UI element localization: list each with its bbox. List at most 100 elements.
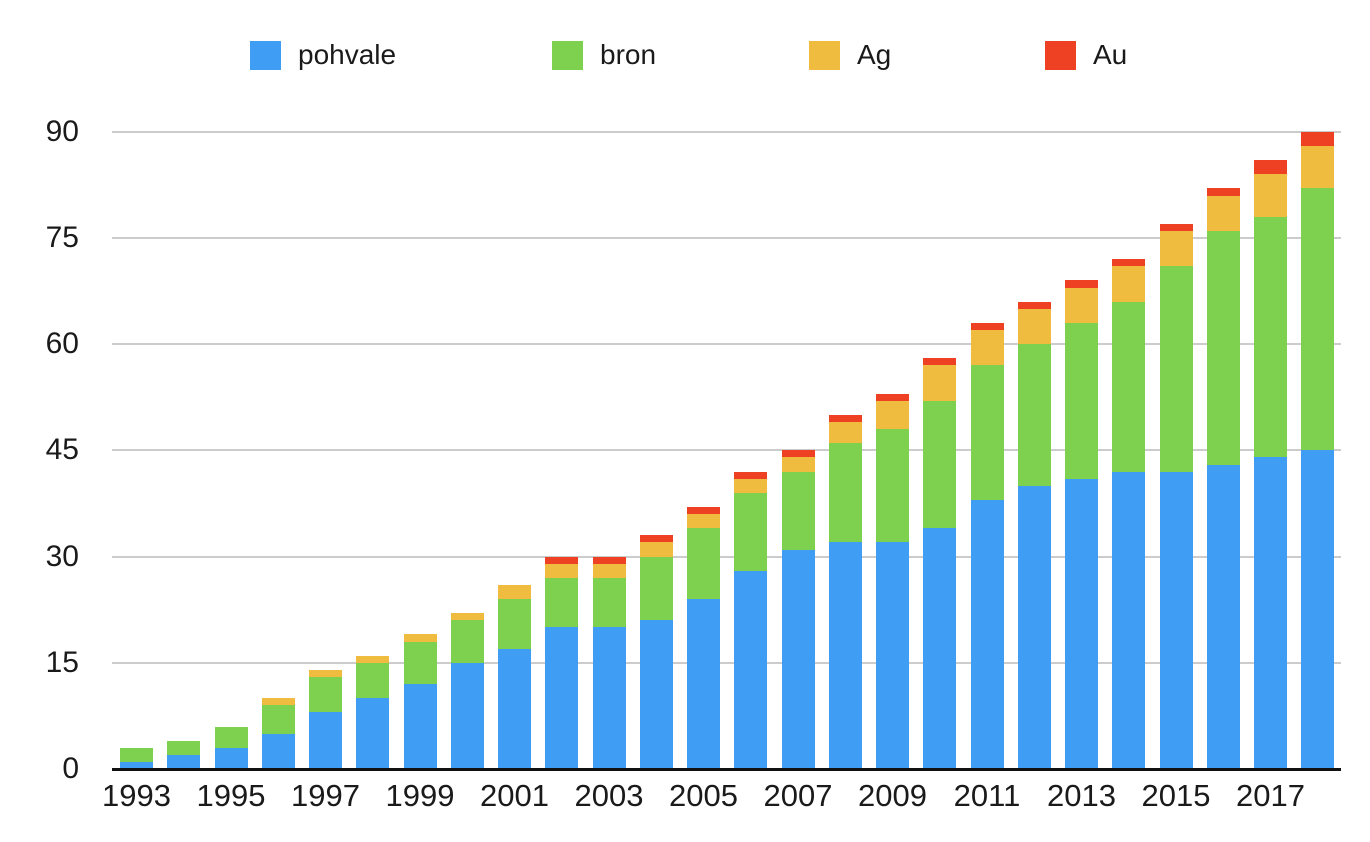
x-axis-label-1997: 1997 <box>291 778 360 813</box>
y-axis-label: 75 <box>45 221 79 254</box>
bar-segment-pohvale-2001 <box>498 648 531 769</box>
gridline-60 <box>112 343 1341 346</box>
bar-segment-pohvale-1999 <box>403 684 437 769</box>
bar-segment-pohvale-2013 <box>1065 478 1098 769</box>
bar-segment-bron-2010 <box>923 400 957 529</box>
bar-2005 <box>687 0 720 769</box>
bar-segment-pohvale-2002 <box>545 627 579 769</box>
legend-label-bron: bron <box>600 39 657 70</box>
legend: pohvale bron Ag Au <box>0 0 1370 80</box>
bar-segment-Ag-2001 <box>498 584 531 600</box>
y-axis-label: 30 <box>45 539 79 573</box>
bar-segment-Ag-2008 <box>828 422 862 444</box>
bar-segment-bron-2007 <box>781 471 815 550</box>
bar-2015 <box>1159 0 1193 769</box>
bar-segment-pohvale-2016 <box>1206 464 1240 769</box>
bar-segment-pohvale-2010 <box>923 528 957 769</box>
x-axis-label-2015: 2015 <box>1141 778 1211 813</box>
bar-2000 <box>450 0 484 769</box>
bar-2017 <box>1254 0 1287 769</box>
bar-2003 <box>592 0 626 769</box>
bar-segment-Au-2016 <box>1206 188 1240 196</box>
bar-1996 <box>261 0 295 769</box>
bar-segment-Au-2015 <box>1159 223 1193 231</box>
bar-segment-pohvale-2003 <box>592 627 626 769</box>
x-axis-label-2001: 2001 <box>480 778 549 813</box>
bar-2009 <box>876 0 909 769</box>
bar-segment-bron-1996 <box>261 705 295 734</box>
bar-segment-Ag-1997 <box>309 669 342 677</box>
legend-swatch-Ag <box>809 41 840 70</box>
bar-segment-bron-2014 <box>1112 301 1146 472</box>
bar-1993 <box>120 0 153 769</box>
bar-segment-Au-2012 <box>1017 301 1051 309</box>
x-axis-label-1999: 1999 <box>385 778 455 813</box>
bar-segment-pohvale-2012 <box>1017 485 1051 769</box>
bar-2011 <box>970 0 1004 769</box>
bar-segment-Ag-2015 <box>1159 230 1193 267</box>
bar-segment-Au-2013 <box>1065 280 1098 288</box>
bar-2018 <box>1301 0 1335 769</box>
bar-segment-Ag-2007 <box>781 457 815 472</box>
y-axis-label: 15 <box>45 645 79 679</box>
bar-segment-Ag-1999 <box>403 634 437 642</box>
y-axis-label: 0 <box>62 752 79 785</box>
bar-segment-Au-2011 <box>970 322 1004 331</box>
bar-2004 <box>639 0 673 769</box>
bar-segment-Ag-2006 <box>734 478 768 493</box>
bar-segment-bron-1993 <box>120 747 153 762</box>
bar-segment-bron-2002 <box>545 577 579 628</box>
bar-segment-Ag-2012 <box>1017 308 1051 345</box>
bar-1999 <box>403 0 437 769</box>
bar-segment-pohvale-2005 <box>687 599 720 769</box>
x-axis-label-2007: 2007 <box>763 778 833 813</box>
bar-segment-pohvale-1995 <box>214 747 248 769</box>
bar-segment-Au-2010 <box>923 358 957 366</box>
bar-segment-pohvale-2014 <box>1112 471 1146 769</box>
gridline-30 <box>112 555 1341 558</box>
bar-segment-Au-2008 <box>828 415 862 423</box>
bar-segment-bron-2006 <box>734 492 768 571</box>
legend-swatch-Au <box>1045 41 1076 70</box>
y-axis-label: 60 <box>45 327 79 361</box>
bar-segment-pohvale-1997 <box>309 712 342 769</box>
legend-label-Ag: Ag <box>857 39 892 70</box>
bar-1995 <box>214 0 248 769</box>
bar-segment-Ag-2018 <box>1301 145 1335 189</box>
gridline-75 <box>112 237 1341 239</box>
x-axis-label-2003: 2003 <box>574 778 644 813</box>
bar-segment-Au-2014 <box>1112 259 1146 267</box>
bar-segment-Ag-2013 <box>1065 287 1098 323</box>
bar-segment-pohvale-1998 <box>356 698 390 769</box>
gridline-90 <box>112 130 1341 133</box>
bar-segment-bron-2008 <box>828 443 862 543</box>
bar-segment-Ag-2002 <box>545 563 579 578</box>
bar-segment-Ag-1996 <box>261 698 295 706</box>
x-axis-label-2017: 2017 <box>1236 778 1305 813</box>
x-axis-label-1995: 1995 <box>196 778 266 813</box>
bar-2007 <box>781 0 815 769</box>
x-axis-line <box>112 768 1341 771</box>
bar-segment-Ag-2003 <box>592 563 626 578</box>
bar-segment-Au-2004 <box>639 535 673 543</box>
legend-swatch-bron <box>552 41 583 70</box>
bar-2008 <box>828 0 862 769</box>
bar-segment-pohvale-2009 <box>876 542 909 769</box>
bar-1997 <box>309 0 342 769</box>
bar-segment-bron-2012 <box>1017 344 1051 486</box>
bar-2013 <box>1065 0 1098 769</box>
bar-segment-pohvale-2004 <box>639 620 673 769</box>
bar-segment-Au-2009 <box>876 393 909 401</box>
bar-segment-bron-2016 <box>1206 230 1240 465</box>
bar-2012 <box>1017 0 1051 769</box>
bar-segment-bron-2001 <box>498 599 531 649</box>
bar-segment-Ag-2011 <box>970 330 1004 366</box>
bar-segment-bron-2005 <box>687 528 720 600</box>
x-axis-label-1993: 1993 <box>102 778 171 813</box>
gridline-15 <box>112 661 1341 664</box>
bar-segment-bron-1997 <box>309 676 342 713</box>
bar-segment-Au-2002 <box>545 556 579 564</box>
bar-2002 <box>545 0 579 769</box>
